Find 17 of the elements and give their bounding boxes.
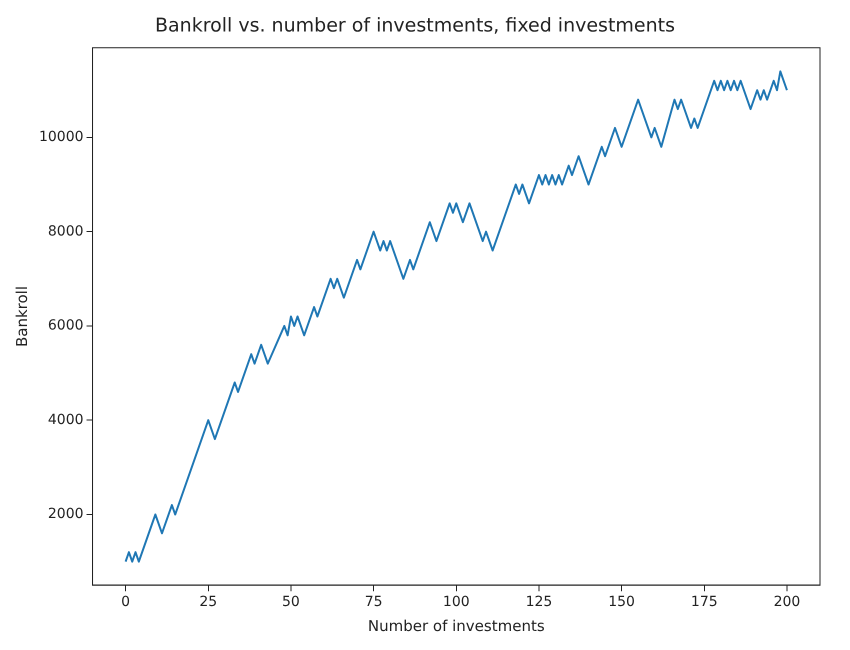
x-tick-label: 50 — [282, 594, 300, 610]
y-tick-label: 2000 — [48, 506, 84, 522]
x-tick-label: 25 — [199, 594, 218, 610]
y-tick-label: 8000 — [48, 223, 84, 240]
y-tick-label: 6000 — [48, 318, 84, 334]
x-axis-title: Number of investments — [368, 616, 545, 635]
x-tick-label: 150 — [608, 594, 635, 610]
x-tick-label: 100 — [442, 594, 470, 610]
x-tick-label: 75 — [364, 594, 383, 610]
y-axis-title: Bankroll — [12, 286, 31, 348]
y-tick-label: 4000 — [48, 412, 84, 428]
y-tick-label: 10000 — [38, 129, 84, 146]
chart-title: Bankroll vs. number of investments, fixed investments — [155, 14, 675, 36]
x-tick-label: 0 — [121, 594, 130, 610]
x-tick-label: 200 — [774, 594, 800, 610]
x-tick-label: 125 — [526, 594, 552, 610]
x-tick-label: 175 — [690, 594, 718, 610]
